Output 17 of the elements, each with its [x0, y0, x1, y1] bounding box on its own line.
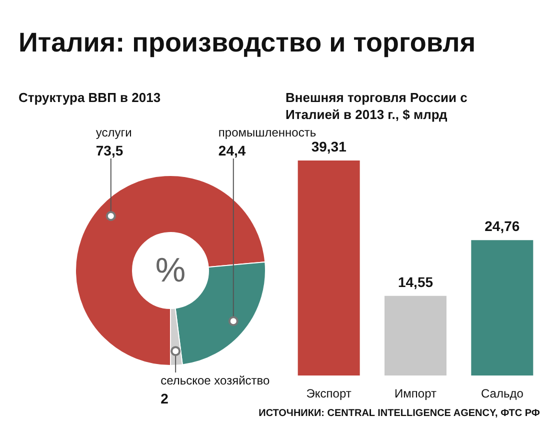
- data-label: 24,4: [218, 142, 246, 158]
- data-label: 14,55: [398, 274, 434, 290]
- data-label: 39,31: [311, 138, 347, 154]
- chart-title: Италия: производство и торговля: [18, 28, 476, 58]
- x-tick-label: Импорт: [394, 386, 437, 400]
- slice-label: сельское хозяйство: [160, 374, 270, 388]
- slice-label: услуги: [96, 126, 132, 140]
- data-label: 2: [160, 390, 169, 406]
- x-tick-label: Экспорт: [306, 386, 352, 400]
- data-label: 24,76: [484, 218, 520, 234]
- chart-title: Внешняя торговля России с Италией в 2013 г., $ млрд: [286, 90, 468, 122]
- chart-subtitle: Структура ВВП в 2013: [18, 90, 161, 105]
- x-tick-label: Сальдо: [480, 386, 524, 400]
- text: %: [155, 252, 186, 290]
- text: ИСТОЧНИКИ: CENTRAL INTELLIGENCE AGENCY, ФТС РФ: [258, 408, 540, 419]
- slice-label: промышленность: [218, 126, 316, 140]
- data-label: 73,5: [96, 142, 124, 158]
